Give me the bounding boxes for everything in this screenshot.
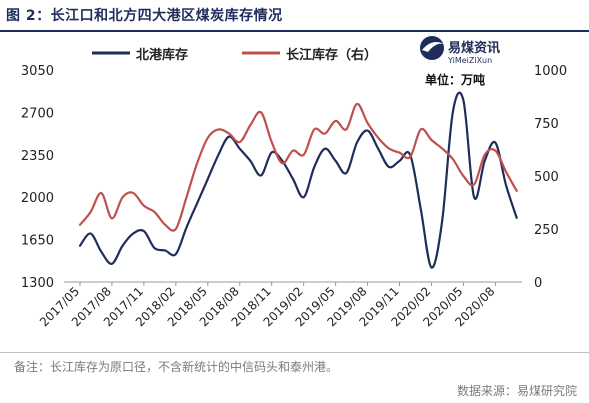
- left-tick-label: 1650: [21, 234, 54, 249]
- right-tick-label: 0: [534, 276, 542, 291]
- left-tick-label: 2700: [21, 106, 54, 121]
- plot-area: [78, 91, 518, 269]
- right-tick-label: 750: [534, 117, 559, 132]
- unit-label: 单位：万吨: [425, 72, 485, 87]
- yimei-logo: 易煤资讯 YiMeiZiXun: [420, 36, 500, 65]
- left-tick-label: 3050: [21, 64, 54, 79]
- inventory-line-chart: 北港库存 长江库存（右） 易煤资讯 YiMeiZiXun 单位：万吨 1300 1…: [21, 36, 567, 329]
- logo-swoosh-icon: [422, 42, 444, 52]
- title-bar: 图 2：长江口和北方四大港区煤炭库存情况: [0, 0, 589, 32]
- legend-label-north: 北港库存: [136, 47, 188, 63]
- figure-title: 图 2：长江口和北方四大港区煤炭库存情况: [6, 8, 283, 24]
- right-tick-label: 1000: [534, 64, 567, 79]
- series-line-north-port-stock: [78, 91, 518, 269]
- footnote: 备注：长江库存为原口径，不含新统计的中信码头和泰州港。: [14, 360, 339, 374]
- right-tick-label: 500: [534, 170, 559, 185]
- data-source: 数据来源：易煤研究院: [456, 384, 577, 398]
- legend: 北港库存 长江库存（右）: [92, 47, 377, 63]
- legend-label-yangtze: 长江库存（右）: [286, 47, 377, 63]
- logo-text-en: YiMeiZiXun: [447, 56, 492, 65]
- left-tick-label: 1300: [21, 276, 54, 291]
- logo-text-cn: 易煤资讯: [448, 40, 500, 56]
- left-tick-label: 2000: [21, 191, 54, 206]
- footer: 备注：长江库存为原口径，不含新统计的中信码头和泰州港。 数据来源：易煤研究院: [0, 352, 589, 403]
- left-tick-label: 2350: [21, 149, 54, 164]
- series-line-yangtze-stock: [78, 102, 518, 232]
- logo-circle-icon: [420, 36, 444, 60]
- right-tick-label: 250: [534, 223, 559, 238]
